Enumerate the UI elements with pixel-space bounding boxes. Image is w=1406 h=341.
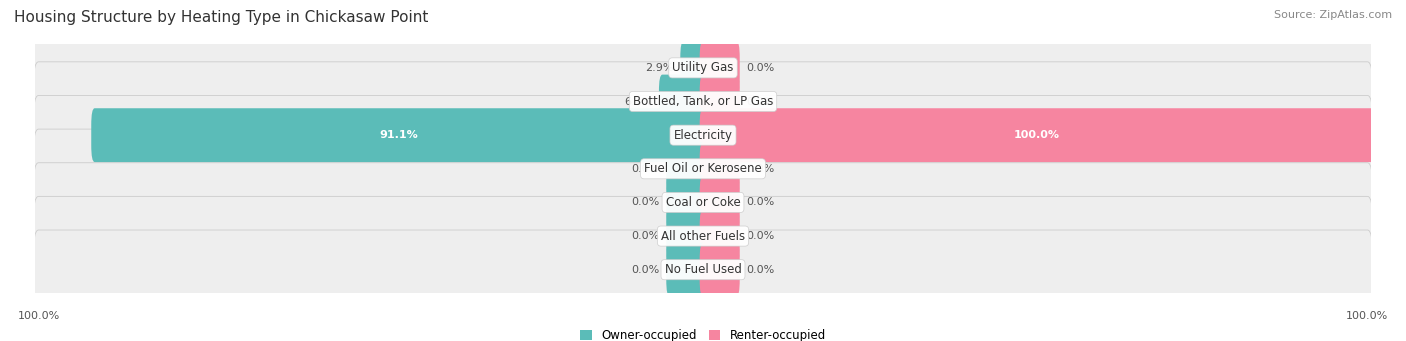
Text: Coal or Coke: Coal or Coke [665,196,741,209]
Text: 0.0%: 0.0% [631,265,659,275]
Text: 100.0%: 100.0% [1014,130,1060,140]
FancyBboxPatch shape [34,163,1372,242]
FancyBboxPatch shape [700,108,1374,162]
Text: 100.0%: 100.0% [1346,311,1388,321]
Text: Source: ZipAtlas.com: Source: ZipAtlas.com [1274,10,1392,20]
Text: 0.0%: 0.0% [631,197,659,207]
Text: Electricity: Electricity [673,129,733,142]
FancyBboxPatch shape [700,41,740,95]
Text: 0.0%: 0.0% [747,97,775,106]
Text: 0.0%: 0.0% [631,164,659,174]
Legend: Owner-occupied, Renter-occupied: Owner-occupied, Renter-occupied [579,329,827,341]
FancyBboxPatch shape [700,243,740,297]
Text: 0.0%: 0.0% [747,265,775,275]
Text: 0.0%: 0.0% [747,63,775,73]
FancyBboxPatch shape [34,230,1372,309]
Text: No Fuel Used: No Fuel Used [665,263,741,276]
Text: 2.9%: 2.9% [645,63,673,73]
FancyBboxPatch shape [34,129,1372,208]
FancyBboxPatch shape [34,28,1372,107]
FancyBboxPatch shape [666,209,706,263]
FancyBboxPatch shape [666,176,706,229]
Text: 0.0%: 0.0% [747,197,775,207]
Text: 0.0%: 0.0% [747,231,775,241]
FancyBboxPatch shape [700,75,740,129]
FancyBboxPatch shape [700,142,740,196]
Text: 0.0%: 0.0% [631,231,659,241]
FancyBboxPatch shape [34,62,1372,141]
Text: Housing Structure by Heating Type in Chickasaw Point: Housing Structure by Heating Type in Chi… [14,10,429,25]
Text: 91.1%: 91.1% [380,130,418,140]
FancyBboxPatch shape [34,95,1372,175]
FancyBboxPatch shape [681,41,706,95]
FancyBboxPatch shape [700,176,740,229]
FancyBboxPatch shape [91,108,706,162]
Text: 0.0%: 0.0% [747,164,775,174]
Text: All other Fuels: All other Fuels [661,229,745,242]
Text: Fuel Oil or Kerosene: Fuel Oil or Kerosene [644,162,762,175]
Text: Bottled, Tank, or LP Gas: Bottled, Tank, or LP Gas [633,95,773,108]
Text: 100.0%: 100.0% [18,311,60,321]
FancyBboxPatch shape [666,243,706,297]
Text: 6.1%: 6.1% [624,97,652,106]
FancyBboxPatch shape [700,209,740,263]
Text: Utility Gas: Utility Gas [672,61,734,74]
FancyBboxPatch shape [666,142,706,196]
FancyBboxPatch shape [34,196,1372,276]
FancyBboxPatch shape [659,75,706,129]
